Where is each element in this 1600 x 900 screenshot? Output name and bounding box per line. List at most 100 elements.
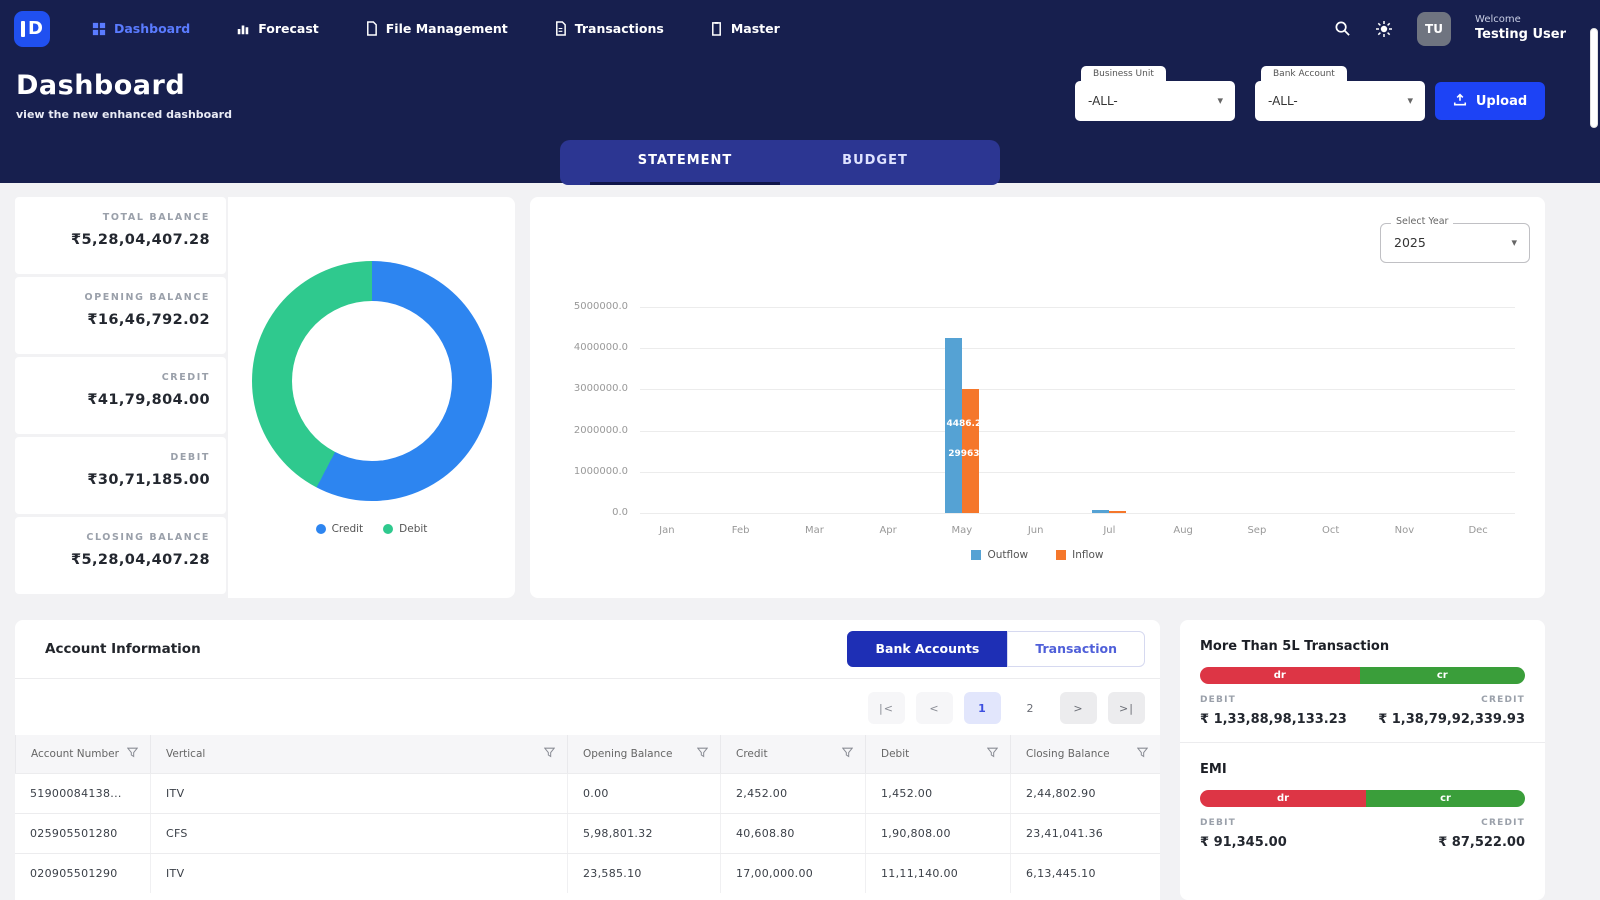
pagination-button[interactable]: 2 xyxy=(1026,701,1035,715)
bar-value-label: 4486.2 xyxy=(946,419,982,429)
table-column-header[interactable]: Closing Balance xyxy=(1010,735,1160,773)
table-row[interactable]: 020905501290 ITV 23,585.10 17,00,000.00 … xyxy=(15,853,1160,893)
tab-budget[interactable]: BUDGET xyxy=(842,153,908,168)
bar-value-label: 29963 xyxy=(948,449,980,459)
cell-credit: 17,00,000.00 xyxy=(720,854,865,893)
stat-card: CLOSING BALANCE ₹5,28,04,407.28 xyxy=(15,517,226,594)
stat-card: DEBIT ₹30,71,185.00 xyxy=(15,437,226,514)
gridline xyxy=(640,389,1515,391)
y-axis-tick: 1000000.0 xyxy=(573,465,628,477)
dr-segment: dr xyxy=(1200,667,1360,684)
x-axis-tick: Apr xyxy=(879,525,897,536)
select-year-dropdown[interactable]: Select Year 2025 ▾ xyxy=(1380,216,1530,263)
business-unit-select[interactable]: Business Unit -ALL- ▾ xyxy=(1075,66,1235,121)
nav-item-master[interactable]: Master xyxy=(710,21,780,36)
x-axis-tick: Jul xyxy=(1103,525,1116,536)
table-column-header[interactable]: Opening Balance xyxy=(567,735,720,773)
bank-accounts-button[interactable]: Bank Accounts xyxy=(847,631,1008,667)
file-icon xyxy=(365,21,378,36)
cell-account-number: 51900084138... xyxy=(30,787,122,800)
nav-label: File Management xyxy=(385,21,508,36)
pagination-button[interactable]: |< xyxy=(868,692,905,724)
dr-segment: dr xyxy=(1200,790,1367,807)
bar-outflow-jul[interactable] xyxy=(1092,509,1110,513)
nav-item-forecast[interactable]: Forecast xyxy=(236,21,319,36)
table-row[interactable]: 025905501280 CFS 5,98,801.32 40,608.80 1… xyxy=(15,813,1160,853)
logo-bar xyxy=(21,20,26,37)
bank-account-select[interactable]: Bank Account -ALL- ▾ xyxy=(1255,66,1425,121)
cell-closing-balance: 2,44,802.90 xyxy=(1010,774,1160,813)
x-axis-tick: Nov xyxy=(1394,525,1415,536)
user-name: Testing User xyxy=(1475,26,1566,42)
bar-outflow-may[interactable] xyxy=(944,337,962,513)
bar-plot: 5000000.0 4000000.0 3000000.0 2000000.0 1000… xyxy=(530,197,1545,598)
stat-label: TOTAL BALANCE xyxy=(102,212,210,223)
x-axis-tick: Mar xyxy=(804,525,824,536)
transaction-button[interactable]: Transaction xyxy=(1007,631,1145,667)
cell-account-number: 025905501280 xyxy=(30,827,118,840)
stat-value: ₹41,79,804.00 xyxy=(87,392,210,408)
stat-label: DEBIT xyxy=(170,452,210,463)
debit-label: DEBIT xyxy=(1200,695,1236,705)
filter-funnel-icon[interactable] xyxy=(841,747,854,761)
filter-funnel-icon[interactable] xyxy=(696,747,709,761)
bank-account-value: -ALL- xyxy=(1268,94,1298,108)
cell-debit: 1,90,808.00 xyxy=(865,814,1010,853)
table-pagination: |< < 1 2 > >| xyxy=(15,679,1160,735)
search-icon[interactable] xyxy=(1334,20,1351,37)
vertical-scrollbar[interactable] xyxy=(1590,28,1598,128)
y-axis-tick: 4000000.0 xyxy=(573,342,628,354)
y-axis-tick: 2000000.0 xyxy=(573,424,628,436)
credit-value: ₹ 1,38,79,92,339.93 xyxy=(1378,712,1525,727)
stat-value: ₹5,28,04,407.28 xyxy=(70,552,210,568)
cell-debit: 11,11,140.00 xyxy=(865,854,1010,893)
x-axis-tick: Aug xyxy=(1173,525,1193,536)
x-axis-tick: May xyxy=(951,525,973,536)
nav-item-file-management[interactable]: File Management xyxy=(365,21,508,36)
credit-label: CREDIT xyxy=(1481,695,1525,705)
gridline xyxy=(640,348,1515,350)
pagination-button[interactable]: >| xyxy=(1108,692,1145,724)
x-axis-tick: Feb xyxy=(731,525,750,536)
pagination-button[interactable]: 1 xyxy=(964,692,1001,724)
statement-budget-tabs: STATEMENT BUDGET xyxy=(560,140,1000,185)
table-column-header[interactable]: Account Number xyxy=(15,735,150,773)
bar-inflow-jul[interactable] xyxy=(1109,511,1127,513)
cell-vertical: CFS xyxy=(150,814,567,853)
table-column-header[interactable]: Debit xyxy=(865,735,1010,773)
pagination-button[interactable]: > xyxy=(1060,692,1097,724)
user-info: Welcome Testing User xyxy=(1475,14,1566,43)
debit-credit-values: ₹ 91,345.00 ₹ 87,522.00 xyxy=(1200,835,1525,850)
table-row[interactable]: 51900084138... ITV 0.00 2,452.00 1,452.0… xyxy=(15,773,1160,813)
business-unit-label: Business Unit xyxy=(1081,66,1166,81)
nav-item-transactions[interactable]: Transactions xyxy=(554,21,664,36)
theme-brightness-icon[interactable] xyxy=(1375,20,1393,38)
table-column-header[interactable]: Vertical xyxy=(150,735,567,773)
debit-label: DEBIT xyxy=(1200,818,1236,828)
nav-item-dashboard[interactable]: Dashboard xyxy=(92,21,190,36)
user-avatar[interactable]: TU xyxy=(1417,11,1452,46)
column-label: Closing Balance xyxy=(1026,748,1110,760)
debit-value: ₹ 91,345.00 xyxy=(1200,835,1287,850)
credit-label: CREDIT xyxy=(1481,818,1525,828)
filter-funnel-icon[interactable] xyxy=(543,747,556,761)
tab-statement[interactable]: STATEMENT xyxy=(590,140,780,185)
account-view-toggle: Bank Accounts Transaction xyxy=(847,631,1145,667)
pagination-button[interactable]: < xyxy=(916,692,953,724)
stat-card: CREDIT ₹41,79,804.00 xyxy=(15,357,226,434)
filter-funnel-icon[interactable] xyxy=(986,747,999,761)
x-axis-tick: Dec xyxy=(1468,525,1488,536)
table-column-header[interactable]: Credit xyxy=(720,735,865,773)
cell-account-number: 020905501290 xyxy=(30,867,118,880)
stat-label: CLOSING BALANCE xyxy=(86,532,210,543)
transaction-summary-card: More Than 5L Transaction dr cr DEBIT CRE… xyxy=(1180,620,1545,900)
bar-inflow-may[interactable] xyxy=(961,389,979,513)
upload-button[interactable]: Upload xyxy=(1435,82,1545,120)
topbar-right: TU Welcome Testing User xyxy=(1334,11,1566,46)
bar-legend-item: Inflow xyxy=(1056,549,1104,561)
app-logo[interactable]: D xyxy=(14,10,50,47)
dr-cr-bar: dr cr xyxy=(1200,667,1525,684)
filter-funnel-icon[interactable] xyxy=(1136,747,1149,761)
filter-funnel-icon[interactable] xyxy=(126,747,139,761)
dr-cr-bar: dr cr xyxy=(1200,790,1525,807)
